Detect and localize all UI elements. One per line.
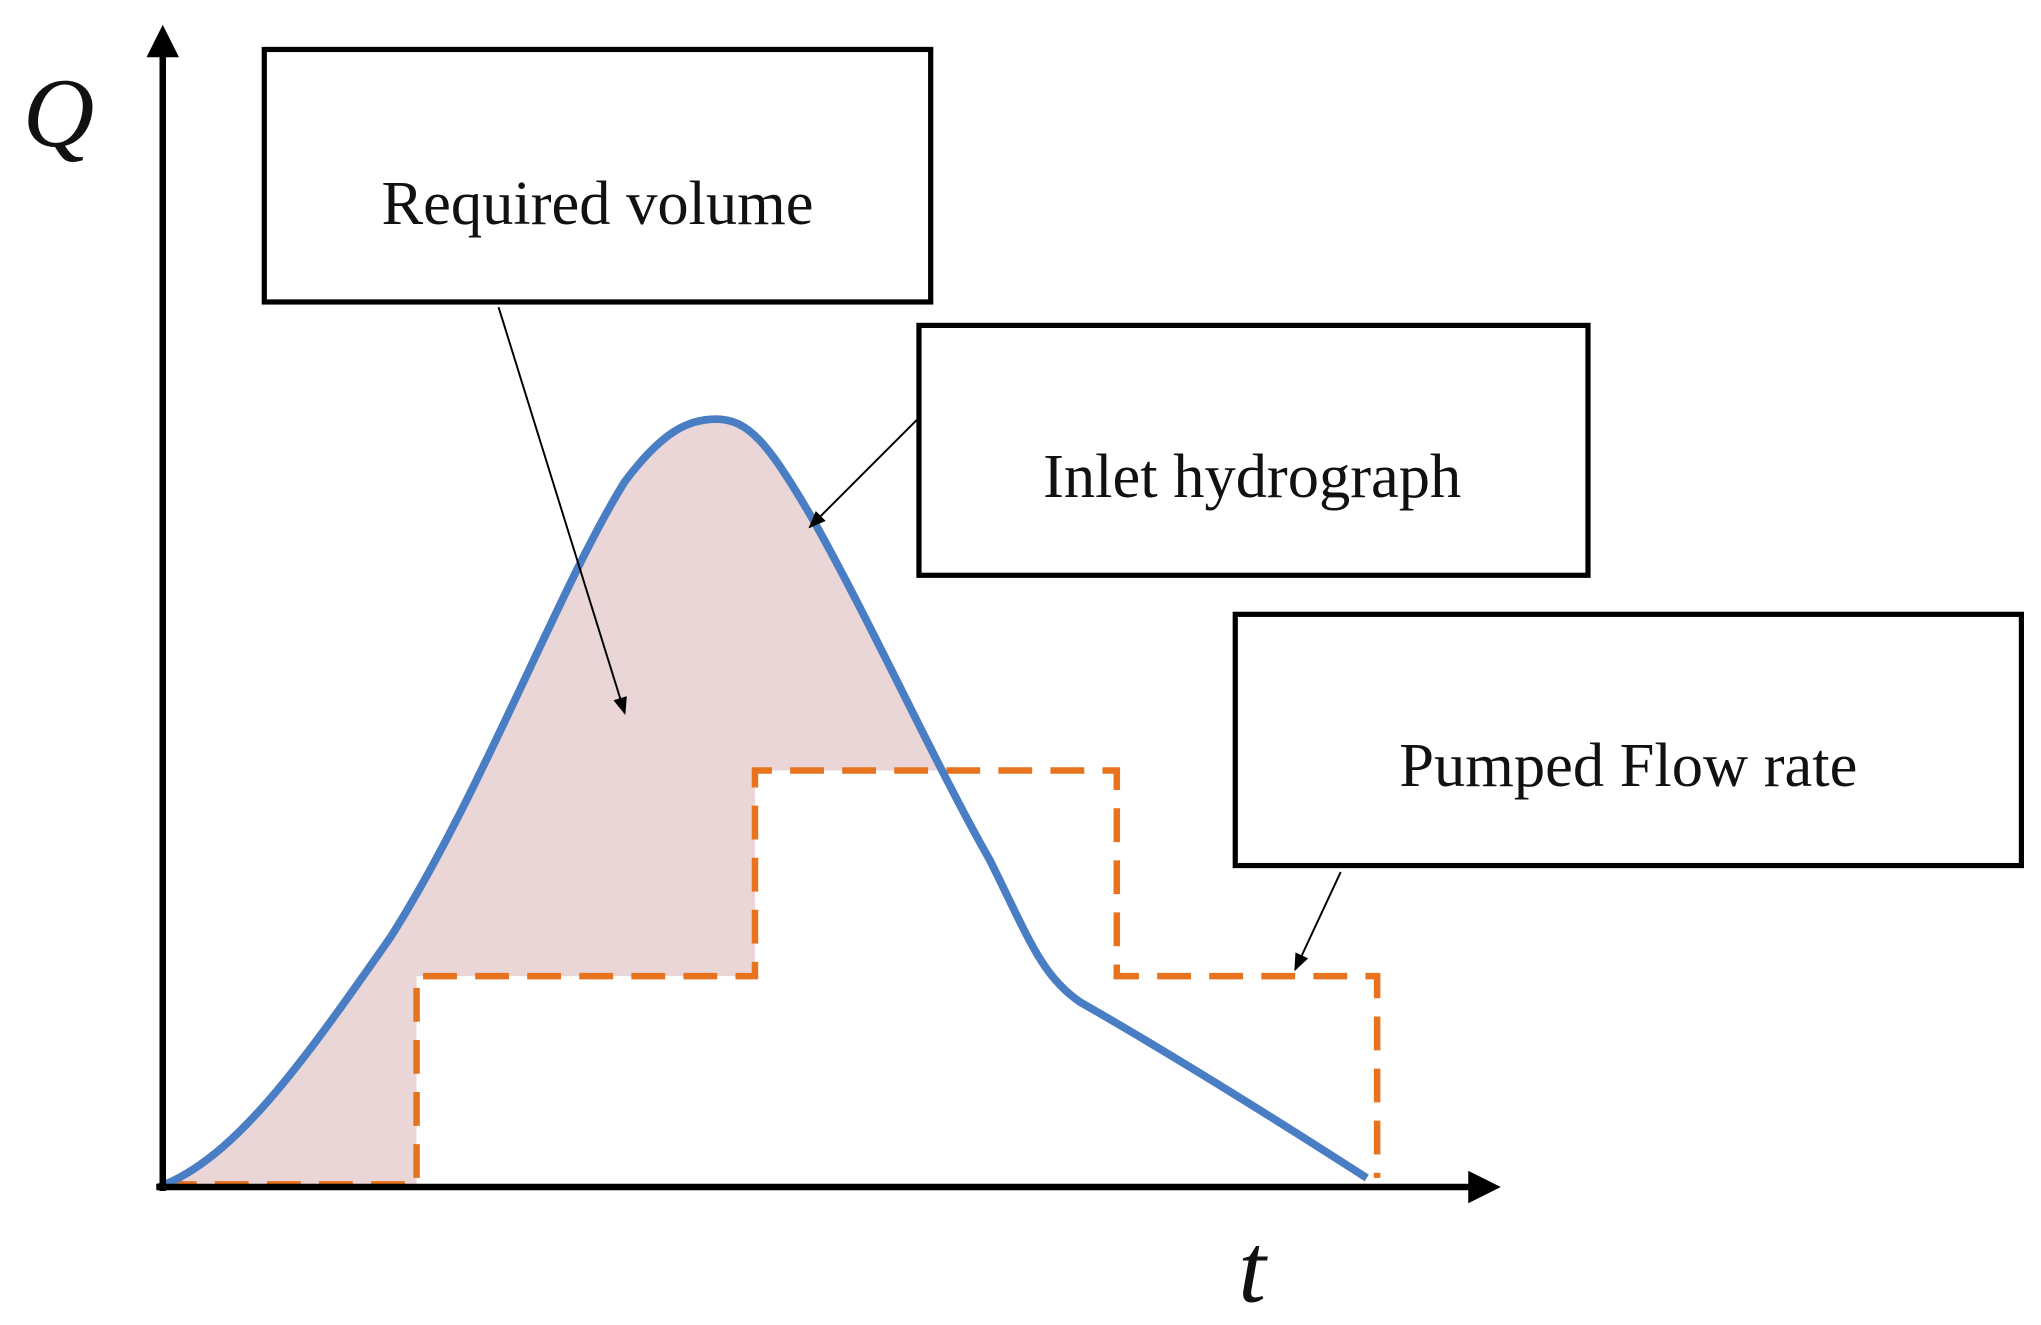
annotation-box (916, 322, 1591, 578)
inlet-hydrograph-line (157, 415, 1369, 1191)
pointer-arrow (497, 306, 627, 715)
pumped-area-mask (416, 770, 1378, 1188)
x-axis-label: t (1238, 1215, 1268, 1324)
annotation-label: Inlet hydrograph (1043, 441, 1461, 511)
annotation-box (1232, 611, 2025, 869)
pumped-flow-line (162, 767, 1381, 1188)
pointer-arrow (1294, 871, 1342, 972)
y-axis-label: Q (23, 59, 94, 168)
annotation-label: Pumped Flow rate (1399, 730, 1857, 800)
annotation-label: Required volume (381, 168, 813, 238)
pointer-arrow (808, 418, 919, 529)
annotation-box (261, 46, 934, 305)
